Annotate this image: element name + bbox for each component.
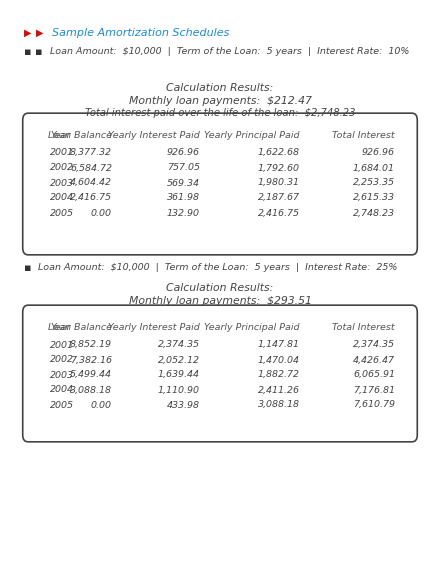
Text: Loan Amount:  $10,000  |  Term of the Loan:  5 years  |  Interest Rate:  25%: Loan Amount: $10,000 | Term of the Loan:… — [38, 263, 397, 273]
Text: Loan Balance: Loan Balance — [48, 130, 112, 139]
Text: 8,377.32: 8,377.32 — [70, 149, 112, 158]
Text: 2,748.23: 2,748.23 — [353, 208, 395, 217]
Text: Total Interest: Total Interest — [332, 130, 395, 139]
Text: 757.05: 757.05 — [167, 163, 200, 172]
Text: 1,639.44: 1,639.44 — [158, 370, 200, 380]
Text: 569.34: 569.34 — [167, 179, 200, 188]
Text: 7,610.79: 7,610.79 — [353, 401, 395, 410]
Text: 2,374.35: 2,374.35 — [158, 340, 200, 349]
Text: 1,147.81: 1,147.81 — [258, 340, 300, 349]
Text: Year: Year — [50, 323, 70, 332]
Text: Monthly loan payments:  $212.47: Monthly loan payments: $212.47 — [128, 96, 312, 106]
Text: 1,470.04: 1,470.04 — [258, 356, 300, 365]
Text: 0.00: 0.00 — [91, 208, 112, 217]
Text: 132.90: 132.90 — [167, 208, 200, 217]
Text: 2005: 2005 — [50, 401, 74, 410]
FancyBboxPatch shape — [23, 113, 417, 255]
Text: Loan Amount:  $10,000  |  Term of the Loan:  5 years  |  Interest Rate:  10%: Loan Amount: $10,000 | Term of the Loan:… — [50, 47, 409, 56]
Text: Yearly Interest Paid: Yearly Interest Paid — [108, 130, 200, 139]
Text: Yearly Principal Paid: Yearly Principal Paid — [205, 323, 300, 332]
Text: 3,088.18: 3,088.18 — [70, 386, 112, 394]
Text: 4,604.42: 4,604.42 — [70, 179, 112, 188]
Text: 6,584.72: 6,584.72 — [70, 163, 112, 172]
Text: 2001: 2001 — [50, 340, 74, 349]
Text: 2002: 2002 — [50, 356, 74, 365]
Text: 1,622.68: 1,622.68 — [258, 149, 300, 158]
Text: 1,110.90: 1,110.90 — [158, 386, 200, 394]
Text: ▪: ▪ — [35, 47, 43, 57]
Text: 4,426.47: 4,426.47 — [353, 356, 395, 365]
Text: 2,374.35: 2,374.35 — [353, 340, 395, 349]
Text: 2,416.75: 2,416.75 — [258, 208, 300, 217]
Text: 2,615.33: 2,615.33 — [353, 193, 395, 203]
FancyBboxPatch shape — [23, 305, 417, 442]
Text: Yearly Principal Paid: Yearly Principal Paid — [205, 130, 300, 139]
Text: 3,088.18: 3,088.18 — [258, 401, 300, 410]
Text: 7,176.81: 7,176.81 — [353, 386, 395, 394]
Text: 2004: 2004 — [50, 193, 74, 203]
Text: 2,253.35: 2,253.35 — [353, 179, 395, 188]
Text: 2003: 2003 — [50, 179, 74, 188]
Text: Calculation Results:: Calculation Results: — [166, 83, 274, 93]
Text: Total Interest: Total Interest — [332, 323, 395, 332]
Text: Monthly loan payments:  $293.51: Monthly loan payments: $293.51 — [128, 296, 312, 306]
Text: 8,852.19: 8,852.19 — [70, 340, 112, 349]
Text: 2,187.67: 2,187.67 — [258, 193, 300, 203]
Text: ▪: ▪ — [24, 47, 32, 57]
Text: 2003: 2003 — [50, 370, 74, 380]
Text: Year: Year — [50, 130, 70, 139]
Text: 1,882.72: 1,882.72 — [258, 370, 300, 380]
Text: 361.98: 361.98 — [167, 193, 200, 203]
Text: 2,411.26: 2,411.26 — [258, 386, 300, 394]
Text: Calculation Results:: Calculation Results: — [166, 283, 274, 293]
Text: 2002: 2002 — [50, 163, 74, 172]
Text: ▶: ▶ — [36, 28, 44, 38]
Text: 6,065.91: 6,065.91 — [353, 370, 395, 380]
Text: 1,792.60: 1,792.60 — [258, 163, 300, 172]
Text: 2004: 2004 — [50, 386, 74, 394]
Text: Loan Balance: Loan Balance — [48, 323, 112, 332]
Text: Sample Amortization Schedules: Sample Amortization Schedules — [52, 28, 229, 38]
Text: Total interest paid over the life of the loan:  $2,748.23: Total interest paid over the life of the… — [85, 108, 355, 118]
Text: 0.00: 0.00 — [91, 401, 112, 410]
Text: ▶: ▶ — [24, 28, 32, 38]
Text: 926.96: 926.96 — [362, 149, 395, 158]
Text: 926.96: 926.96 — [167, 149, 200, 158]
Text: Yearly Interest Paid: Yearly Interest Paid — [108, 323, 200, 332]
Text: 2001: 2001 — [50, 149, 74, 158]
Text: 5,499.44: 5,499.44 — [70, 370, 112, 380]
Text: 1,684.01: 1,684.01 — [353, 163, 395, 172]
Text: 433.98: 433.98 — [167, 401, 200, 410]
Text: ▪: ▪ — [24, 263, 32, 273]
Text: 2,416.75: 2,416.75 — [70, 193, 112, 203]
Text: 7,382.16: 7,382.16 — [70, 356, 112, 365]
Text: 2,052.12: 2,052.12 — [158, 356, 200, 365]
Text: 2005: 2005 — [50, 208, 74, 217]
Text: 1,980.31: 1,980.31 — [258, 179, 300, 188]
